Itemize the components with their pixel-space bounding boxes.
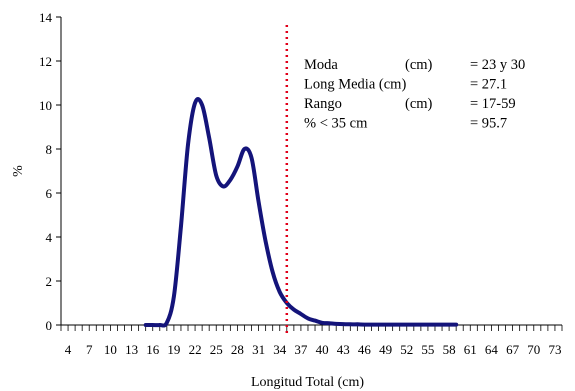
annotation-value: = 23 y 30 bbox=[470, 57, 525, 73]
x-tick-label: 37 bbox=[294, 342, 308, 357]
annotation-label: % < 35 cm bbox=[304, 116, 368, 132]
x-tick-label: 70 bbox=[527, 342, 540, 357]
annotation-unit: (cm) bbox=[405, 96, 433, 112]
y-tick-label: 14 bbox=[39, 10, 53, 25]
annotation-box: Moda (cm) = 23 y 30 Long Media (cm) = 27.1 Ra… bbox=[304, 57, 525, 132]
x-tick-label: 10 bbox=[104, 342, 117, 357]
annotation-value: = 17-59 bbox=[470, 96, 516, 112]
x-axis-ticks: 4 7 10 13 16 19 22 25 28 31 34 37 40 43 46 49 52 55 58 61 64… bbox=[60, 325, 563, 357]
x-tick-label: 7 bbox=[86, 342, 93, 357]
series-line bbox=[143, 97, 459, 328]
x-tick-label: 22 bbox=[189, 342, 202, 357]
y-tick-label: 8 bbox=[46, 142, 53, 157]
y-tick-label: 0 bbox=[46, 318, 53, 333]
annotation-label: Long Media (cm) bbox=[304, 77, 406, 93]
x-tick-label: 28 bbox=[231, 342, 244, 357]
x-tick-label: 40 bbox=[316, 342, 329, 357]
x-tick-label: 64 bbox=[485, 342, 499, 357]
x-tick-label: 34 bbox=[273, 342, 287, 357]
annotation-label: Rango bbox=[304, 96, 342, 112]
annotation-value: = 95.7 bbox=[470, 116, 507, 132]
annotation-value: = 27.1 bbox=[470, 77, 507, 93]
x-tick-label: 19 bbox=[167, 342, 180, 357]
y-tick-label: 12 bbox=[39, 54, 52, 69]
x-tick-label: 73 bbox=[548, 342, 561, 357]
x-axis-title: Longitud Total (cm) bbox=[251, 375, 364, 390]
x-tick-label: 52 bbox=[400, 342, 413, 357]
x-tick-label: 67 bbox=[506, 342, 520, 357]
annotation-label: Moda bbox=[304, 57, 338, 73]
x-tick-label: 49 bbox=[379, 342, 392, 357]
x-tick-label: 16 bbox=[146, 342, 160, 357]
x-tick-label: 13 bbox=[125, 342, 138, 357]
y-axis-ticks: 0 2 4 6 8 10 12 14 bbox=[39, 10, 61, 333]
x-tick-label: 43 bbox=[337, 342, 350, 357]
x-tick-label: 4 bbox=[65, 342, 72, 357]
annotation-unit: (cm) bbox=[405, 57, 433, 73]
x-tick-label: 55 bbox=[421, 342, 434, 357]
y-tick-label: 4 bbox=[46, 230, 53, 245]
x-tick-label: 25 bbox=[210, 342, 223, 357]
x-tick-label: 61 bbox=[464, 342, 477, 357]
y-axis-title: % bbox=[11, 165, 26, 177]
x-tick-label: 31 bbox=[252, 342, 265, 357]
x-tick-label: 46 bbox=[358, 342, 372, 357]
y-tick-label: 2 bbox=[46, 274, 53, 289]
y-tick-label: 6 bbox=[46, 186, 53, 201]
x-tick-label: 58 bbox=[443, 342, 456, 357]
y-tick-label: 10 bbox=[39, 98, 52, 113]
